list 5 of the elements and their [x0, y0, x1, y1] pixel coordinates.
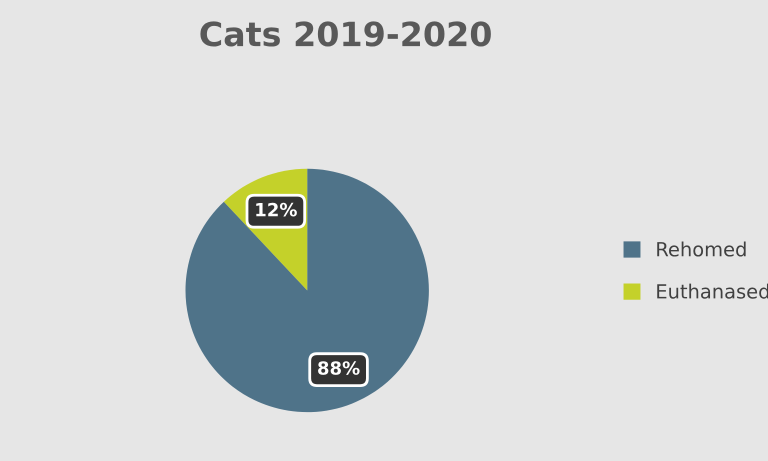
pie-slice: [186, 168, 429, 412]
chart-title: Cats 2019-2020: [200, 21, 491, 47]
data-label: 12%: [256, 202, 297, 216]
legend-label: Rehomed: [657, 242, 746, 257]
data-label: 88%: [318, 361, 360, 375]
